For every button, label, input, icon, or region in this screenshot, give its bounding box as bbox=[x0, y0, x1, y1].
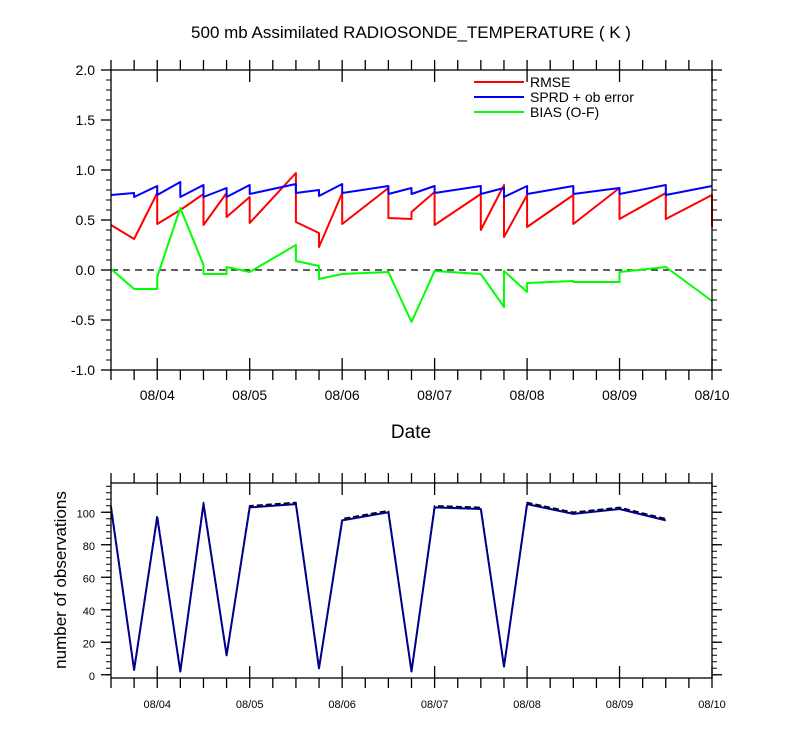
chart-bottom-xtick-label: 08/05 bbox=[236, 699, 264, 711]
chart-bottom-xtick-label: 08/04 bbox=[143, 699, 171, 711]
bottom-axes: 08/04 08/05 08/06 08/07 08/08 08/09 08/10 0 20 40… bbox=[77, 473, 726, 711]
x-axis-label: Date bbox=[391, 422, 431, 443]
y-axis-label: number of observations bbox=[51, 491, 70, 669]
chart-bottom-ytick-label: 100 bbox=[77, 508, 95, 520]
chart-bottom-series-line-1 bbox=[110, 503, 667, 673]
chart-bottom-ytick-label: 0 bbox=[89, 671, 95, 683]
chart-top-xtick-label: 08/04 bbox=[140, 387, 175, 403]
chart-top-ytick-label: 1.5 bbox=[76, 112, 96, 128]
bottom-chart: 08/04 08/05 08/06 08/07 08/08 08/09 08/10 0 20 40… bbox=[51, 473, 726, 711]
bottom-series-group bbox=[110, 501, 667, 673]
legend: RMSE SPRD + ob error BIAS (O-F) bbox=[474, 74, 634, 120]
chart-top-ytick-label: -1.0 bbox=[71, 362, 95, 378]
chart-top-xtick-label: 08/06 bbox=[325, 387, 360, 403]
chart-bottom-ytick-label: 80 bbox=[83, 541, 95, 553]
chart-top-xtick-label: 08/10 bbox=[694, 387, 729, 403]
chart-bottom-xtick-label: 08/06 bbox=[328, 699, 356, 711]
chart-bottom-xtick-label: 08/09 bbox=[606, 699, 634, 711]
chart-top-ytick-label: 1.0 bbox=[76, 162, 96, 178]
top-axes: 08/04 08/05 08/06 08/07 08/08 08/09 08/10 -1.0 -… bbox=[71, 60, 730, 403]
top-plot-frame bbox=[110, 69, 713, 371]
chart-top-series-line-1 bbox=[110, 181, 713, 198]
top-chart: 500 mb Assimilated RADIOSONDE_TEMPERATUR… bbox=[71, 23, 730, 443]
chart-top-xtick-label: 08/08 bbox=[510, 387, 545, 403]
legend-label-bias: BIAS (O-F) bbox=[530, 104, 599, 120]
chart-top-ytick-label: -0.5 bbox=[71, 312, 95, 328]
chart-bottom-ytick-label: 60 bbox=[83, 573, 95, 585]
chart-bottom-ytick-label: 20 bbox=[83, 638, 95, 650]
chart-top-series-line-0 bbox=[110, 172, 713, 248]
chart-bottom-ytick-label: 40 bbox=[83, 606, 95, 618]
chart-top-xtick-label: 08/07 bbox=[417, 387, 452, 403]
top-chart-title: 500 mb Assimilated RADIOSONDE_TEMPERATUR… bbox=[191, 23, 631, 42]
chart-top-series-line-2 bbox=[110, 207, 713, 323]
chart-top-ytick-label: 0.0 bbox=[76, 262, 96, 278]
chart-top-xtick-label: 08/05 bbox=[232, 387, 267, 403]
chart-top-ytick-label: 0.5 bbox=[76, 212, 96, 228]
chart-bottom-xtick-label: 08/10 bbox=[698, 699, 726, 711]
chart-bottom-xtick-label: 08/08 bbox=[513, 699, 541, 711]
chart-bottom-series-line-0 bbox=[110, 501, 666, 673]
chart-top-xtick-label: 08/09 bbox=[602, 387, 637, 403]
legend-label-rmse: RMSE bbox=[530, 74, 570, 90]
bottom-plot-frame bbox=[110, 482, 713, 679]
legend-label-sprd: SPRD + ob error bbox=[530, 89, 634, 105]
chart-top-ytick-label: 2.0 bbox=[76, 62, 96, 78]
chart-bottom-xtick-label: 08/07 bbox=[421, 699, 449, 711]
top-series-group bbox=[110, 172, 713, 323]
